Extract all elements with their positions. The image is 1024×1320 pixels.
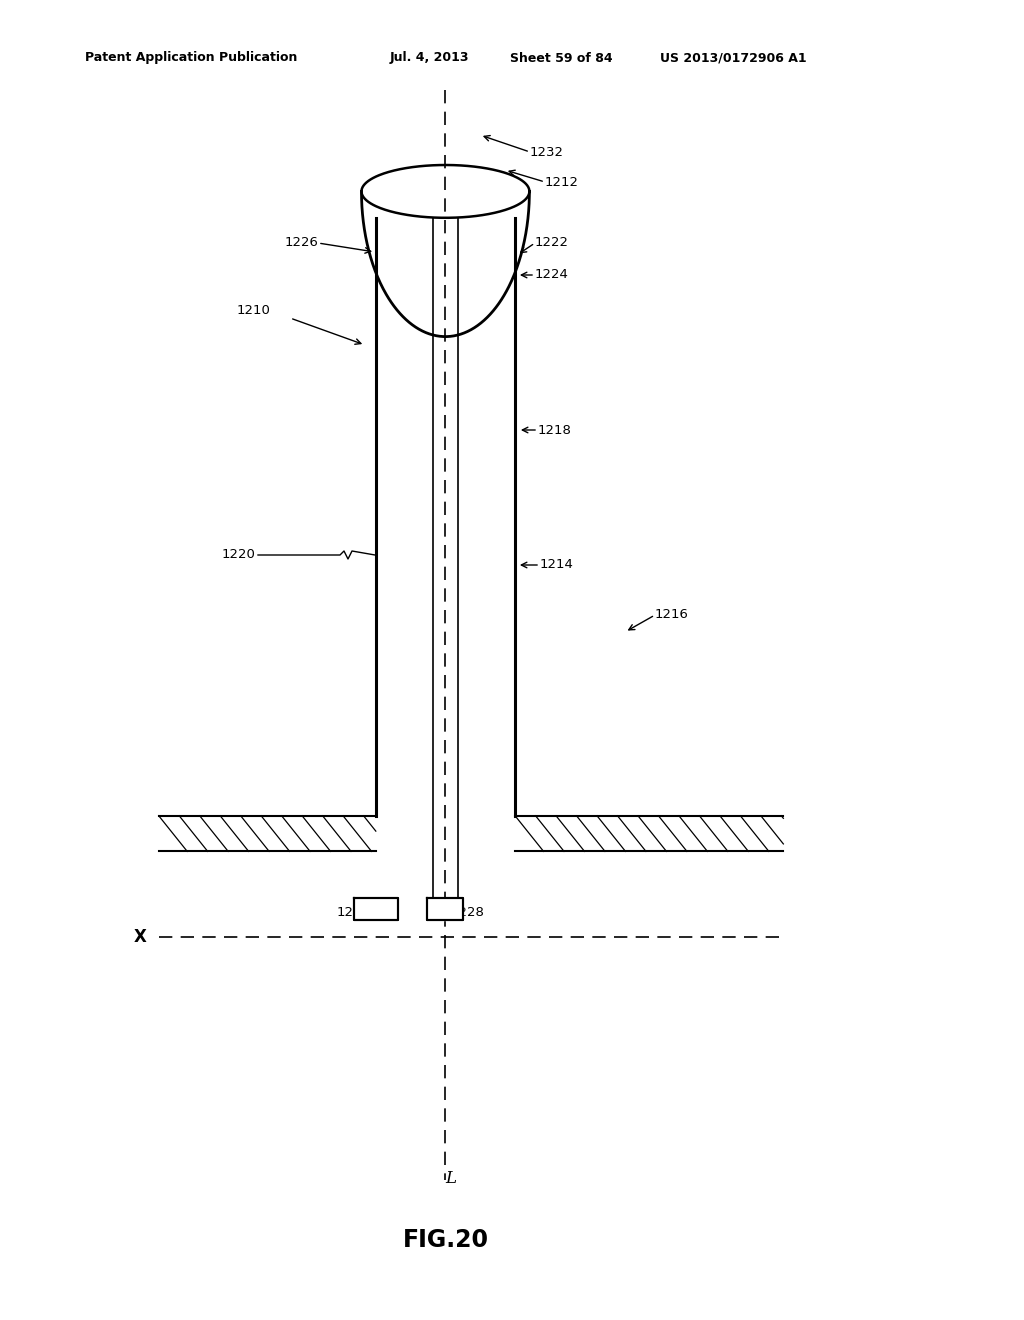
Text: 1226: 1226 — [284, 236, 318, 249]
Text: 1216: 1216 — [655, 609, 689, 622]
Text: L: L — [445, 1170, 456, 1187]
Text: 1230: 1230 — [337, 907, 371, 919]
Text: Sheet 59 of 84: Sheet 59 of 84 — [510, 51, 612, 65]
Text: 1218: 1218 — [538, 424, 571, 437]
Text: 1220: 1220 — [221, 549, 255, 561]
Text: 1214: 1214 — [540, 558, 573, 572]
Text: Patent Application Publication: Patent Application Publication — [85, 51, 297, 65]
Text: Jul. 4, 2013: Jul. 4, 2013 — [390, 51, 469, 65]
Text: 1222: 1222 — [535, 236, 569, 249]
Text: 1228: 1228 — [451, 907, 484, 919]
Text: X: X — [134, 928, 146, 946]
Text: US 2013/0172906 A1: US 2013/0172906 A1 — [660, 51, 807, 65]
Text: 1224: 1224 — [535, 268, 569, 281]
Text: 1232: 1232 — [530, 145, 564, 158]
Text: 1210: 1210 — [237, 304, 270, 317]
Text: 1212: 1212 — [545, 176, 579, 189]
Text: FIG.20: FIG.20 — [402, 1228, 488, 1251]
